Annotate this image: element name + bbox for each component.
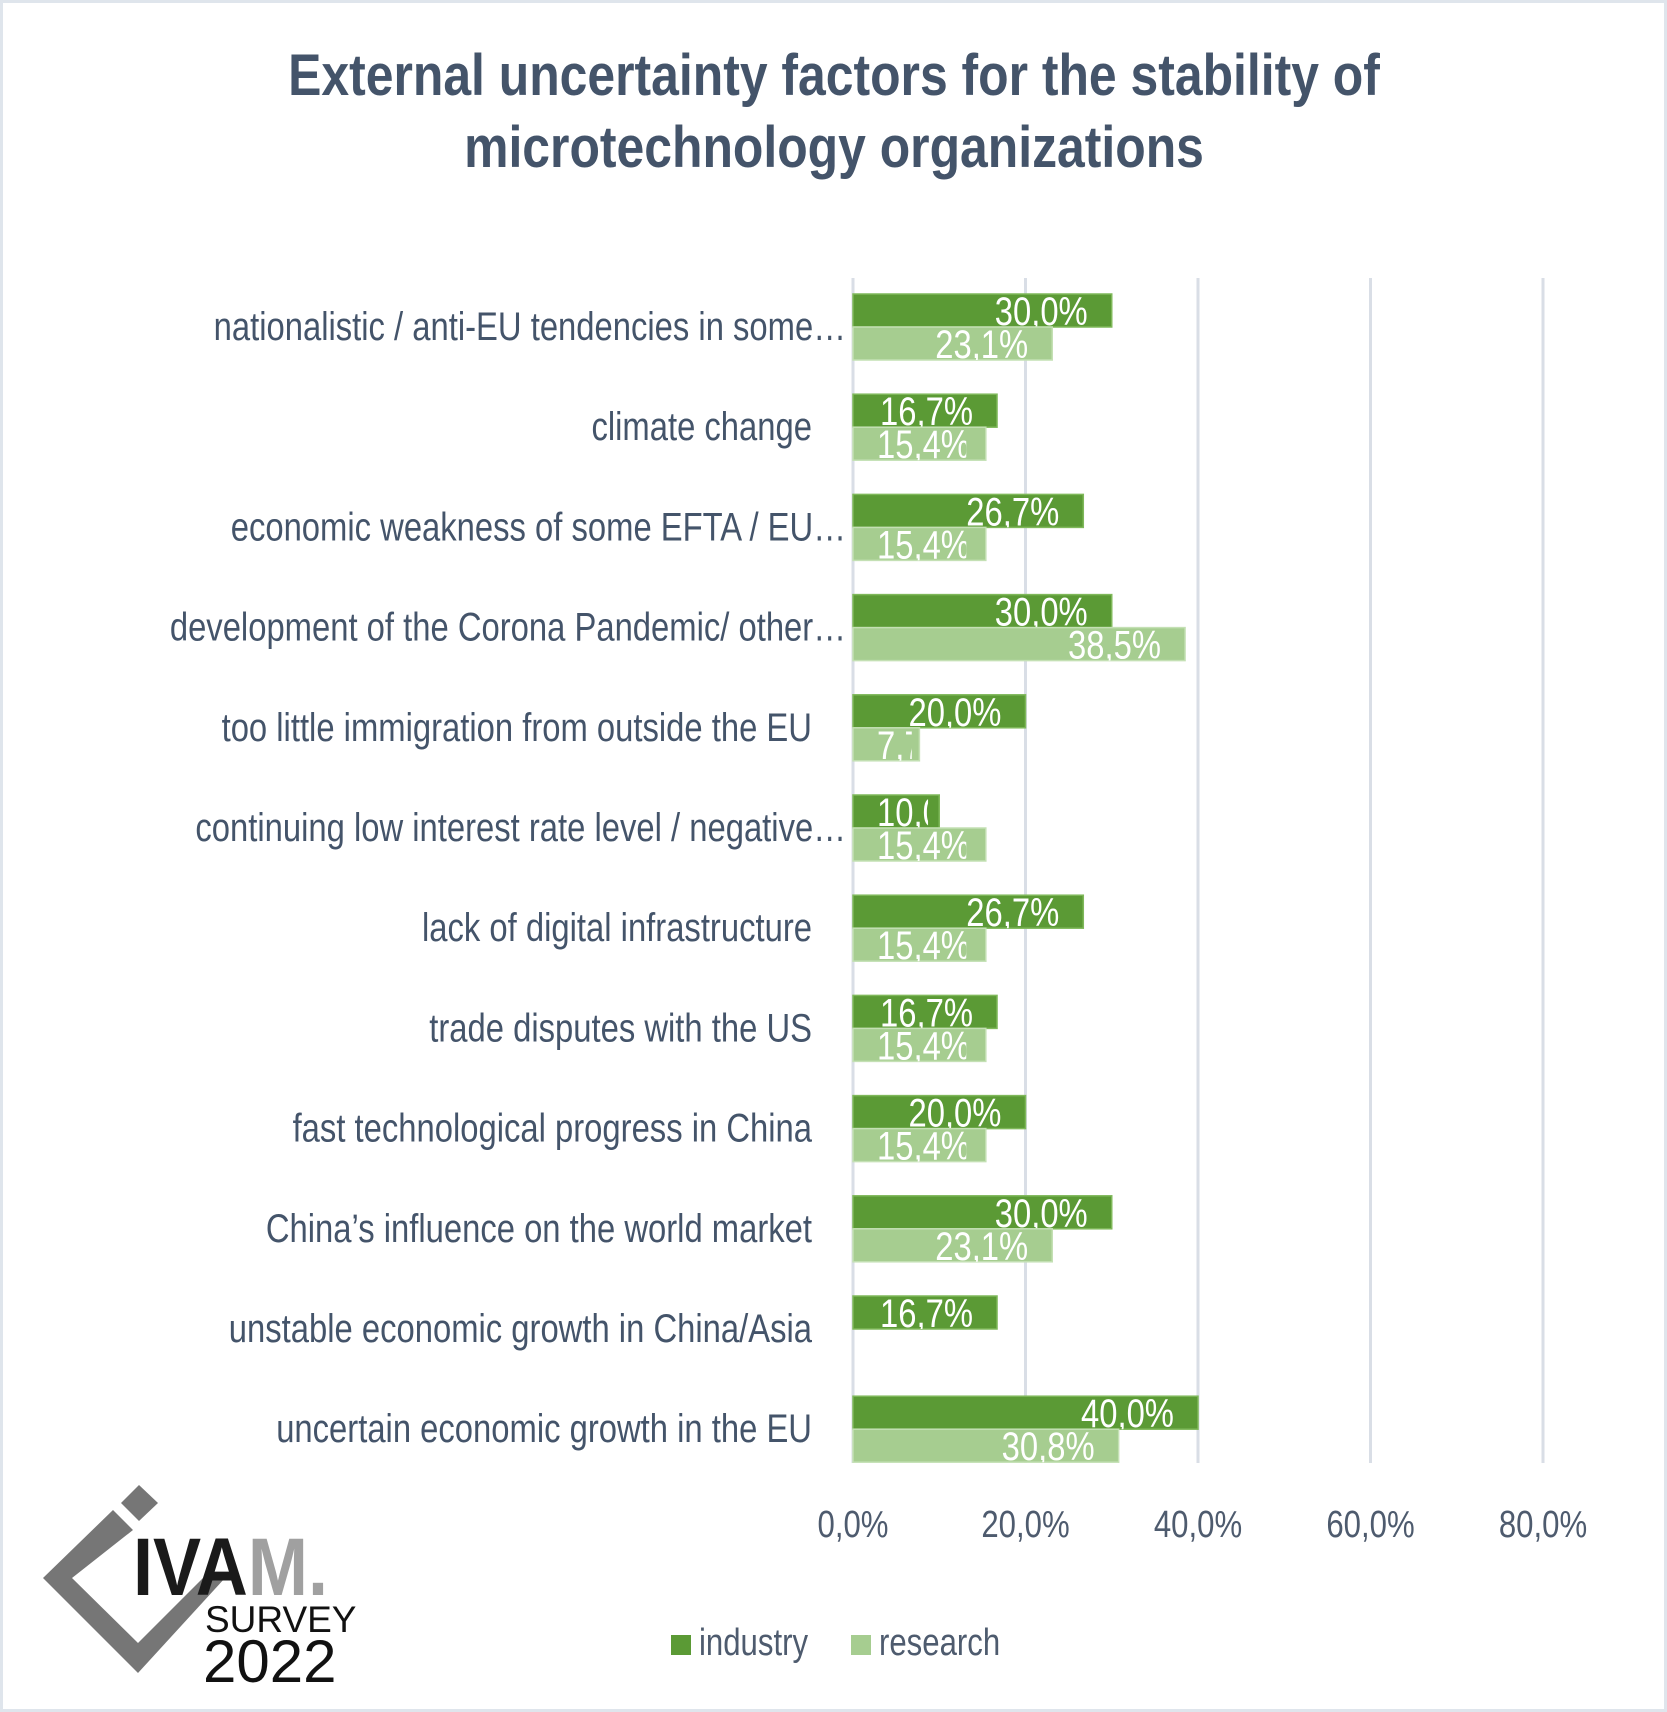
data-label-industry: 16,7%	[880, 389, 973, 434]
legend-label-industry: industry	[699, 1622, 809, 1664]
bar-research	[852, 827, 987, 862]
data-label-research: 30,8%	[1002, 1424, 1095, 1469]
bar-industry	[852, 1395, 1199, 1430]
data-label-research: 15,4%	[877, 1124, 970, 1169]
x-tick-label: 20,0%	[981, 1504, 1069, 1546]
bar-research	[852, 1127, 987, 1163]
x-tick-label: 0,0%	[818, 1504, 889, 1546]
bar-industry	[852, 1195, 1113, 1230]
data-label-research: 15,4%	[877, 823, 970, 868]
bar-research	[852, 526, 987, 562]
data-label-industry: 20,0%	[908, 1091, 1001, 1136]
bar-industry	[852, 393, 998, 428]
category-label: fast technological progress in China	[293, 1106, 813, 1151]
bar-research	[852, 1228, 1053, 1263]
category-label: climate change	[591, 404, 812, 449]
category-label: nationalistic / anti-EU tendencies in so…	[214, 304, 846, 349]
data-label-research: 7,7%	[877, 723, 952, 768]
data-label-research: 23,1%	[935, 1224, 1028, 1269]
data-label-research: 15,4%	[877, 1023, 970, 1068]
category-label: trade disputes with the US	[429, 1005, 812, 1050]
data-label-research: 38,5%	[1068, 623, 1161, 668]
legend-label-research: research	[879, 1622, 1000, 1664]
bar-research	[852, 1428, 1120, 1463]
data-label-industry: 16,7%	[880, 1291, 973, 1336]
ivam-survey-logo: IVAM. SURVEY 2022	[43, 1485, 357, 1695]
category-label: economic weakness of some EFTA / EU…	[231, 504, 846, 549]
bar-industry	[852, 493, 1085, 529]
bar-industry	[852, 894, 1085, 929]
bar-industry	[852, 694, 1027, 729]
logo-dot	[121, 1485, 158, 1521]
gridlines	[851, 278, 1545, 1463]
data-label-industry: 30,0%	[995, 590, 1088, 635]
bar-industry	[852, 1295, 998, 1330]
bar-research	[852, 727, 921, 762]
category-labels: nationalistic / anti-EU tendencies in so…	[170, 304, 846, 1451]
data-label-industry: 30,0%	[995, 1191, 1088, 1236]
bar-industry	[852, 593, 1113, 629]
bar-research	[852, 426, 987, 461]
bar-research	[852, 326, 1053, 361]
data-label-industry: 40,0%	[1081, 1391, 1174, 1436]
x-tick-label: 60,0%	[1326, 1504, 1414, 1546]
data-label-research: 23,1%	[935, 322, 1028, 367]
chart-title: External uncertainty factors for the sta…	[288, 44, 1381, 180]
data-label-industry: 16,7%	[880, 990, 973, 1035]
category-label: unstable economic growth in China/Asia	[229, 1306, 813, 1351]
logo-survey: SURVEY	[205, 1599, 357, 1640]
data-label-research: 15,4%	[877, 522, 970, 567]
svg-text:IVAM.: IVAM.	[133, 1522, 328, 1613]
legend: industry research	[671, 1622, 1000, 1664]
category-label: development of the Corona Pandemic/ othe…	[170, 605, 846, 650]
data-label-industry: 30,0%	[995, 289, 1088, 334]
legend-swatch-industry	[671, 1635, 691, 1655]
bar-industry	[852, 794, 940, 829]
x-axis-ticks: 0,0% 20,0% 40,0% 60,0% 80,0%	[818, 1504, 1588, 1546]
logo-chevron	[43, 1510, 225, 1673]
data-label-industry: 20,0%	[908, 690, 1001, 735]
logo-text-iva: IVA	[133, 1522, 248, 1613]
data-label-industry: 10,0%	[877, 790, 970, 835]
bar-industry	[852, 293, 1113, 328]
category-label: continuing low interest rate level / neg…	[195, 805, 846, 850]
data-label-research: 15,4%	[877, 923, 970, 968]
bar-research	[852, 927, 987, 962]
bar-research	[852, 1027, 987, 1063]
logo-text-m: M.	[248, 1522, 328, 1613]
category-label: lack of digital infrastructure	[422, 905, 812, 950]
category-label: uncertain economic growth in the EU	[276, 1406, 812, 1451]
legend-swatch-research	[851, 1635, 871, 1655]
bars: 30,0% 16,7% 26,7% 30,0% 20,0% 10,0% 26,7% 16,7%…	[852, 289, 1199, 1469]
logo-year: 2022	[203, 1628, 336, 1695]
x-tick-label: 80,0%	[1499, 1504, 1587, 1546]
chart-title-line: microtechnology organizations	[464, 116, 1204, 180]
data-label-research: 15,4%	[877, 422, 970, 467]
bar-industry	[852, 1094, 1027, 1130]
bar-industry	[852, 994, 998, 1030]
x-tick-label: 40,0%	[1154, 1504, 1242, 1546]
data-label-industry: 26,7%	[966, 489, 1059, 534]
data-label-industry: 26,7%	[966, 890, 1059, 935]
chart-title-line: External uncertainty factors for the sta…	[288, 44, 1381, 108]
bar-research	[852, 626, 1186, 662]
category-label: China’s influence on the world market	[266, 1206, 812, 1251]
category-label: too little immigration from outside the …	[222, 705, 812, 750]
